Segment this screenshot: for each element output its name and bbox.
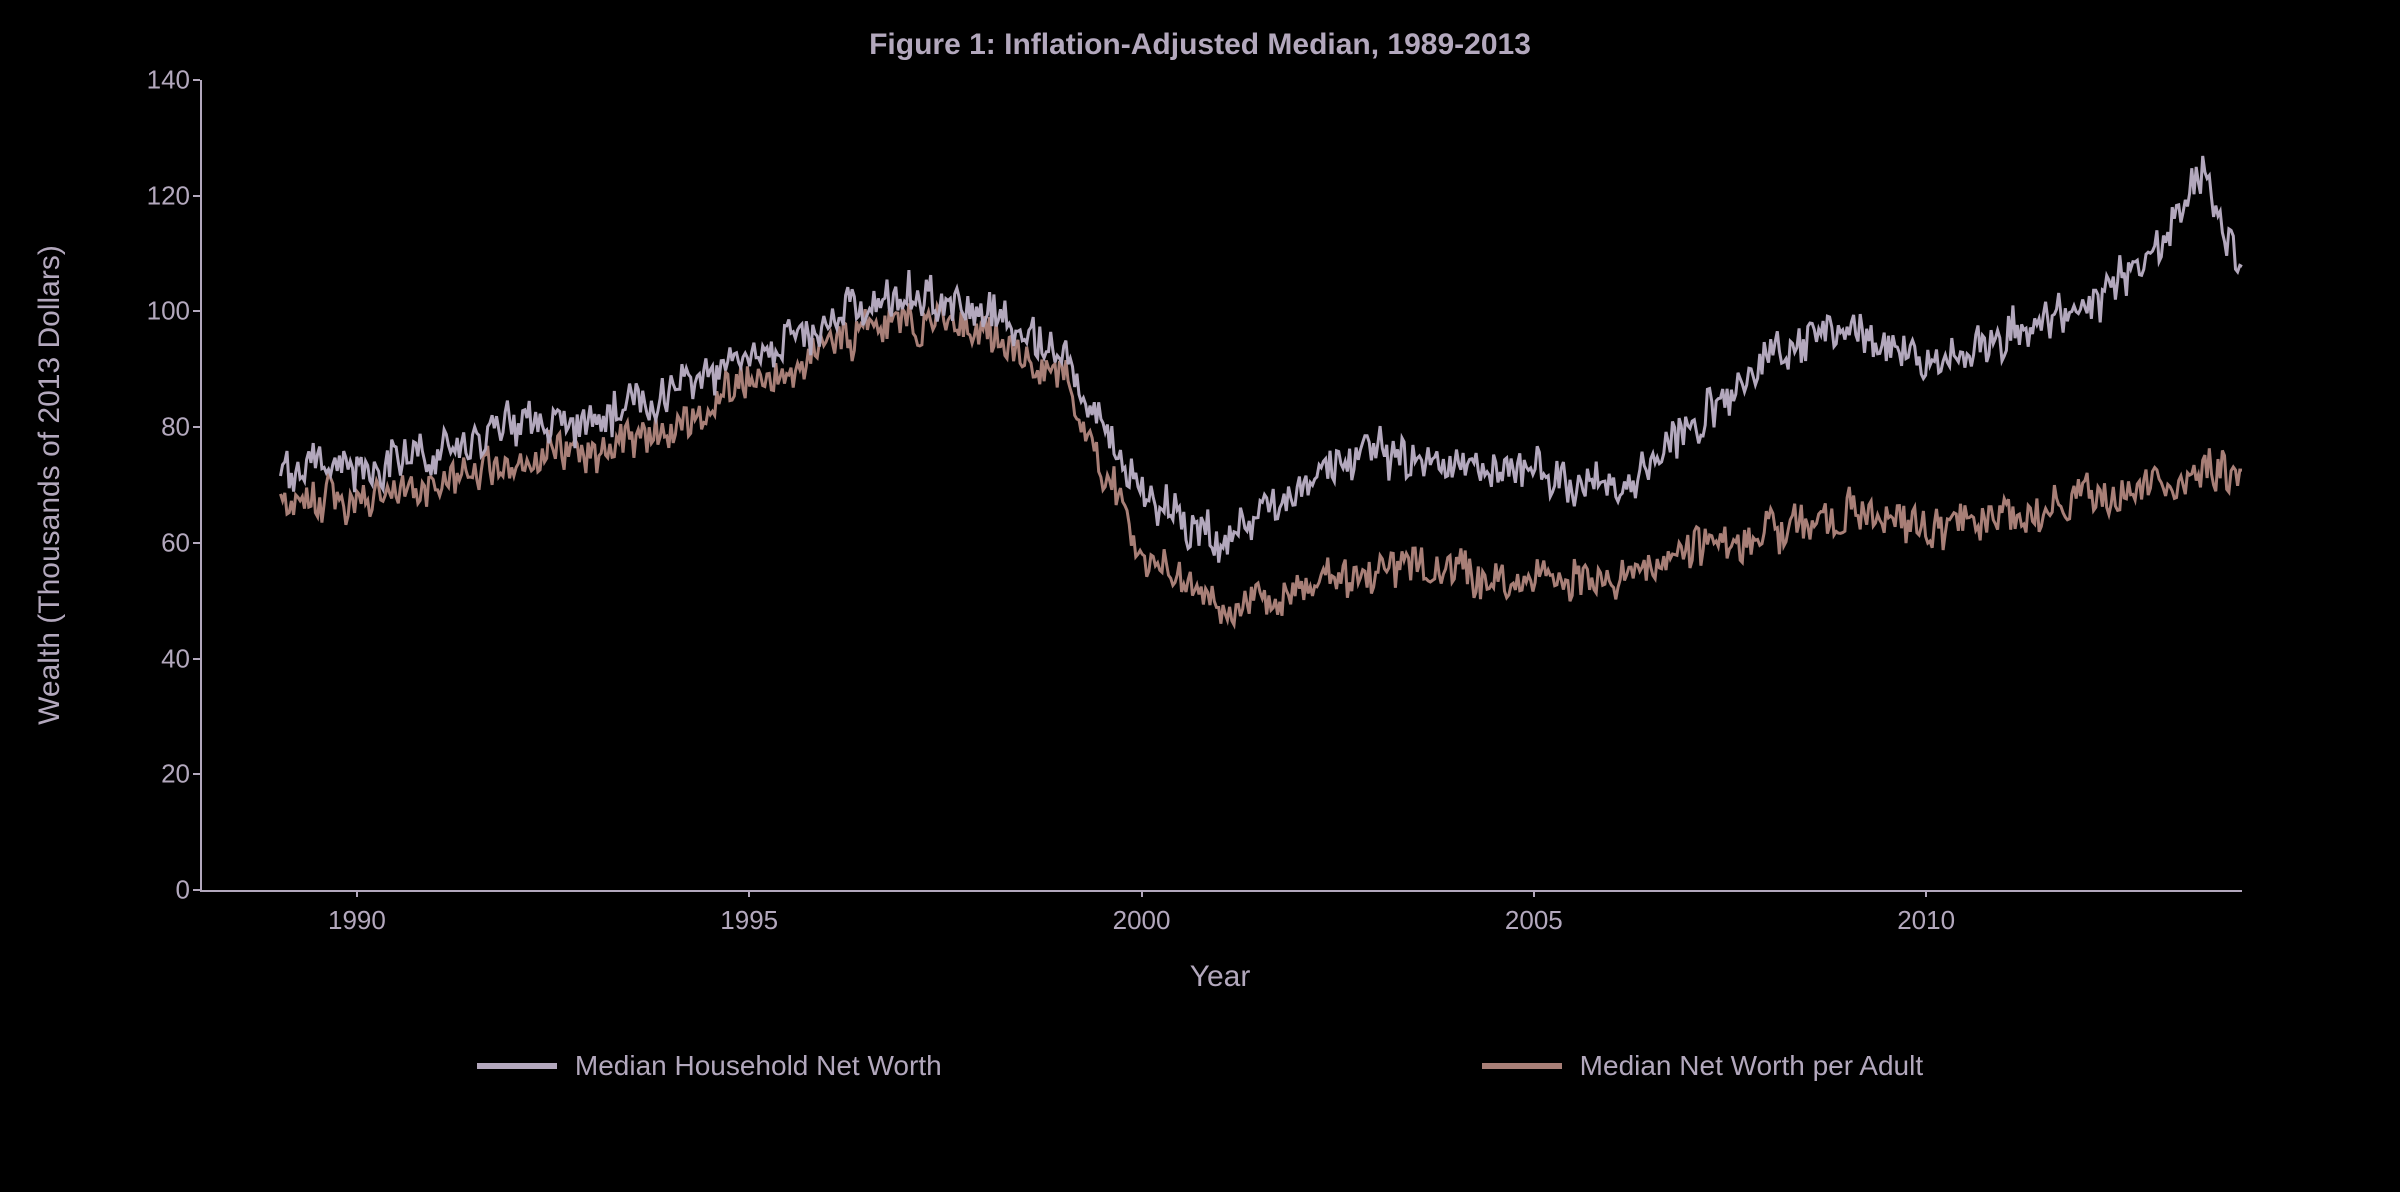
legend-label-household: Median Household Net Worth	[575, 1050, 942, 1082]
legend-swatch-household	[477, 1063, 557, 1069]
chart-title: Figure 1: Inflation-Adjusted Median, 198…	[0, 28, 2400, 62]
y-tick-mark	[193, 310, 200, 312]
y-tick-mark	[193, 542, 200, 544]
legend-swatch-per-adult	[1482, 1063, 1562, 1069]
chart-container: Figure 1: Inflation-Adjusted Median, 198…	[0, 0, 2400, 1192]
y-tick-label: 80	[90, 412, 190, 443]
y-tick-mark	[193, 79, 200, 81]
y-tick-label: 120	[90, 180, 190, 211]
x-tick-label: 1995	[720, 905, 778, 936]
legend-label-per-adult: Median Net Worth per Adult	[1580, 1050, 1923, 1082]
y-tick-label: 0	[90, 875, 190, 906]
legend-item-household: Median Household Net Worth	[477, 1050, 942, 1082]
x-axis-label: Year	[1190, 960, 1251, 994]
x-tick-label: 2010	[1897, 905, 1955, 936]
x-tick-label: 2000	[1113, 905, 1171, 936]
legend: Median Household Net Worth Median Net Wo…	[0, 1050, 2400, 1082]
plot-area	[200, 80, 2242, 892]
y-tick-label: 100	[90, 296, 190, 327]
y-tick-label: 40	[90, 643, 190, 674]
y-tick-label: 140	[90, 65, 190, 96]
y-tick-mark	[193, 658, 200, 660]
line-household-net-worth	[281, 156, 2243, 563]
y-tick-mark	[193, 889, 200, 891]
y-tick-mark	[193, 195, 200, 197]
y-tick-label: 20	[90, 759, 190, 790]
y-tick-mark	[193, 773, 200, 775]
y-tick-mark	[193, 426, 200, 428]
chart-lines	[202, 80, 2242, 890]
x-tick-label: 2005	[1505, 905, 1563, 936]
line-per-adult-net-worth	[281, 303, 2243, 624]
legend-item-per-adult: Median Net Worth per Adult	[1482, 1050, 1923, 1082]
x-tick-label: 1990	[328, 905, 386, 936]
y-tick-label: 60	[90, 527, 190, 558]
y-axis-label: Wealth (Thousands of 2013 Dollars)	[33, 245, 67, 725]
